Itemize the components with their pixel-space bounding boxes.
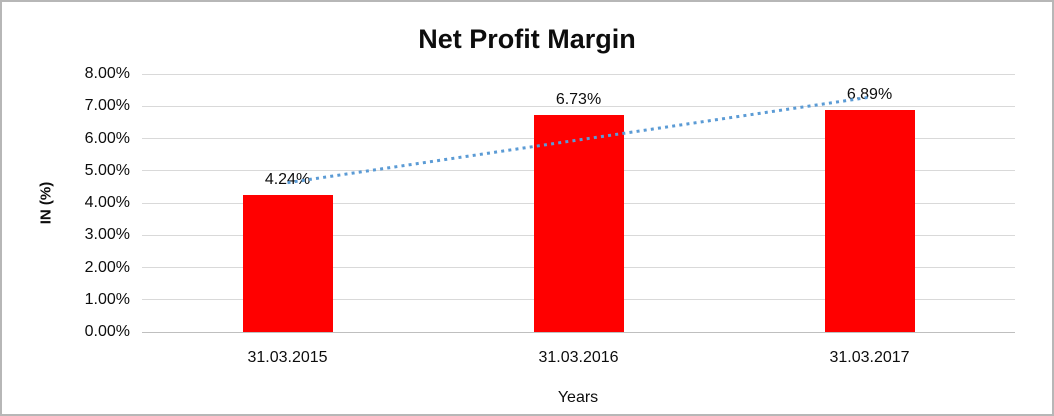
bar-31.03.2015 [242,195,333,332]
bar-value-label: 4.24% [264,171,311,189]
x-axis-line [142,331,1015,333]
y-tick-label: 7.00% [84,97,130,115]
x-tick-label: 31.03.2016 [538,349,619,366]
x-axis-title: Years [557,389,599,406]
bar-value-label: 6.73% [555,90,602,108]
y-tick-label: 2.00% [84,258,130,276]
x-tick-label: 31.03.2017 [829,349,910,366]
chart-title: Net Profit Margin [418,24,636,54]
x-tick-label: 31.03.2015 [247,349,328,366]
bar-31.03.2017 [824,109,915,332]
y-tick-label: 5.00% [84,161,130,179]
bar-value-label: 6.89% [846,85,893,103]
y-tick-label: 0.00% [84,323,130,340]
y-tick-label: 6.00% [84,129,130,147]
y-tick-label: 3.00% [84,226,130,244]
bar-31.03.2016 [533,114,624,332]
gridline [142,73,1015,75]
y-tick-label: 1.00% [84,290,130,308]
y-tick-label: 8.00% [84,65,130,82]
y-tick-label: 4.00% [84,194,130,211]
